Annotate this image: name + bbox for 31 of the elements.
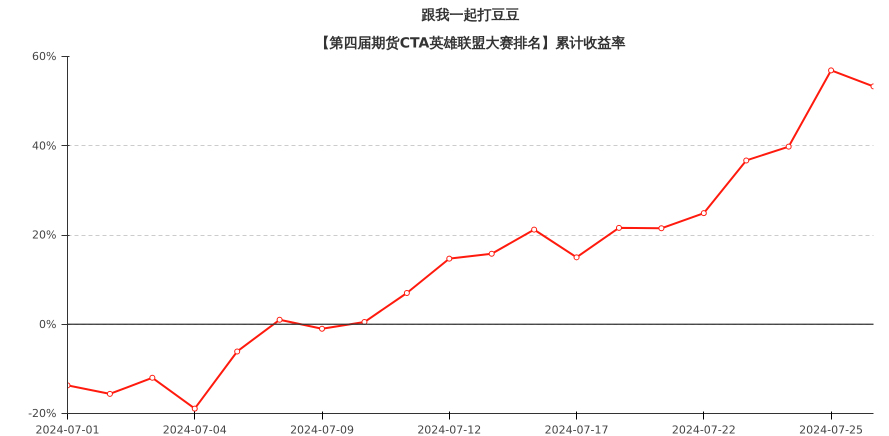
x-tick-label: 2024-07-22 <box>672 424 736 436</box>
point <box>149 374 156 381</box>
point <box>192 406 198 412</box>
chart-title: 跟我一起打豆豆 <box>420 8 520 24</box>
y-tick-label: 0% <box>39 318 56 331</box>
y-tick-label: 60% <box>32 50 57 63</box>
point <box>319 326 326 332</box>
x-tick-label: 2024-07-09 <box>290 424 354 436</box>
x-tick-label: 2024-07-01 <box>36 424 100 436</box>
x-tick-label: 2024-07-25 <box>799 424 864 436</box>
x-tick-label: 2024-07-12 <box>417 424 482 436</box>
point <box>700 210 707 216</box>
point <box>658 225 664 232</box>
point <box>616 224 622 231</box>
point <box>276 316 283 323</box>
x-tick-label: 2024-07-04 <box>162 424 227 436</box>
y-tick-label: 40% <box>32 139 57 152</box>
point <box>743 157 750 164</box>
point <box>531 226 538 233</box>
point <box>446 256 452 262</box>
x-tick-label: 2024-07-17 <box>544 424 609 436</box>
point <box>234 348 240 354</box>
point <box>106 390 113 397</box>
point <box>786 144 792 150</box>
point <box>404 290 410 296</box>
point <box>828 67 834 74</box>
point <box>488 250 495 257</box>
y-tick-label: -20% <box>28 407 57 420</box>
y-tick-label: 20% <box>32 228 57 242</box>
chart-subtitle: 【第四届期货CTA英雄联盟大赛排名】累计收益率 <box>316 34 626 52</box>
point <box>574 254 580 260</box>
